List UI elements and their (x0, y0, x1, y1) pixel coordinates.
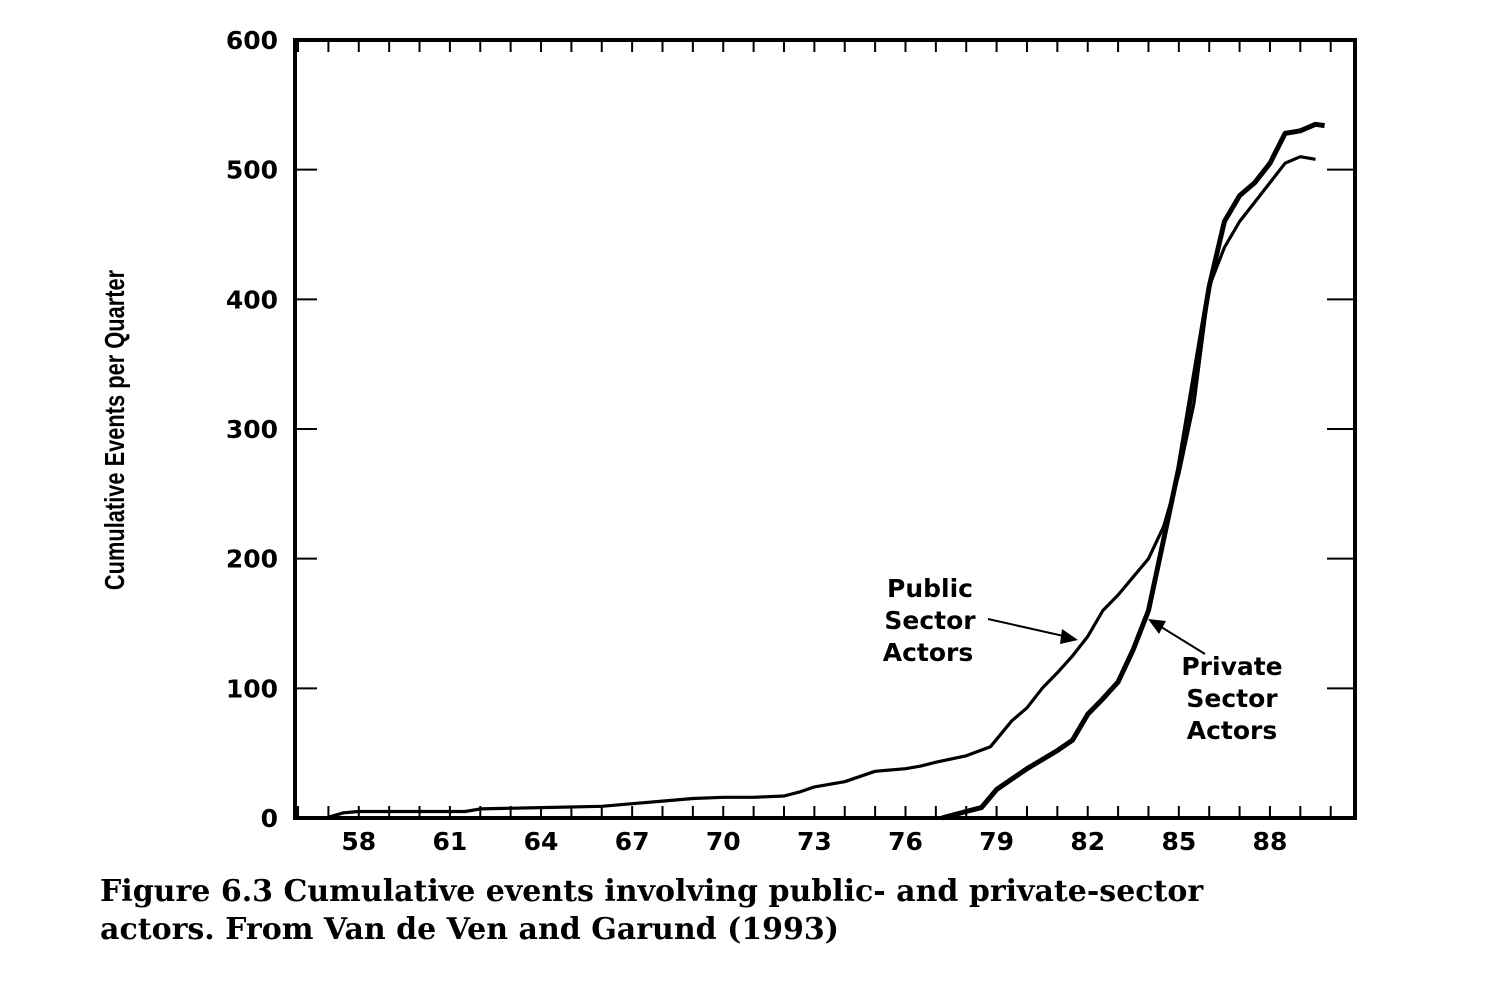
series-line-public-sector (324, 155, 1316, 820)
caption-line-2: actors. From Van de Ven and Garund (1993… (100, 912, 839, 947)
private-label-line-1: Private (1181, 652, 1282, 681)
private-label-line-3: Actors (1187, 716, 1278, 745)
y-tick-label: 200 (226, 545, 278, 574)
y-tick-label: 100 (226, 674, 278, 703)
x-tick-label: 64 (524, 827, 559, 856)
public-label-line-1: Public (887, 574, 973, 603)
cumulative-events-chart: 58 61 64 67 70 73 76 79 82 85 88 0 100 200 300 400 500 6… (99, 26, 1357, 856)
x-tick-label: 58 (341, 827, 376, 856)
private-arrow (1157, 624, 1206, 655)
public-arrowhead (1060, 629, 1078, 644)
series-line-private-sector (941, 121, 1325, 821)
public-arrow (987, 618, 1069, 638)
axis-ticks (295, 39, 1355, 819)
x-tick-label: 82 (1070, 827, 1105, 856)
public-label-line-2: Sector (884, 606, 976, 635)
x-tick-label: 76 (888, 827, 923, 856)
figure-caption: Figure 6.3 Cumulative events involving p… (100, 873, 1480, 949)
x-tick-label: 79 (979, 827, 1014, 856)
x-tick-labels: 58 61 64 67 70 73 76 79 82 85 88 (341, 827, 1287, 856)
y-tick-label: 300 (226, 415, 278, 444)
y-tick-label: 500 (226, 156, 278, 185)
public-sector-annotation: Public Sector Actors (883, 574, 1078, 667)
y-tick-labels: 0 100 200 300 400 500 600 (226, 26, 278, 833)
y-tick-label: 600 (226, 26, 278, 55)
x-tick-label: 67 (615, 827, 650, 856)
x-tick-label: 70 (706, 827, 741, 856)
x-tick-label: 85 (1161, 827, 1196, 856)
public-label-line-3: Actors (883, 638, 974, 667)
private-arrowhead (1148, 619, 1166, 634)
caption-line-1: Figure 6.3 Cumulative events involving p… (100, 874, 1204, 909)
y-tick-label: 0 (261, 804, 278, 833)
x-tick-label: 88 (1253, 827, 1288, 856)
x-tick-label: 61 (433, 827, 468, 856)
x-tick-label: 73 (797, 827, 832, 856)
private-label-line-2: Sector (1186, 684, 1278, 713)
y-tick-label: 400 (226, 285, 278, 314)
y-axis-title: Cumulative Events per Quarter (99, 270, 130, 590)
private-sector-annotation: Private Sector Actors (1148, 619, 1283, 745)
